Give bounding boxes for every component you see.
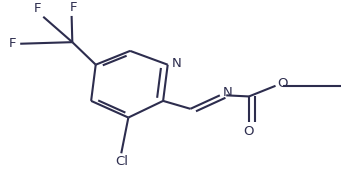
Text: O: O: [277, 77, 288, 90]
Text: F: F: [70, 1, 77, 14]
Text: Cl: Cl: [115, 155, 128, 168]
Text: F: F: [34, 2, 42, 15]
Text: N: N: [223, 86, 232, 99]
Text: F: F: [9, 37, 17, 50]
Text: O: O: [244, 126, 254, 139]
Text: N: N: [172, 57, 182, 70]
